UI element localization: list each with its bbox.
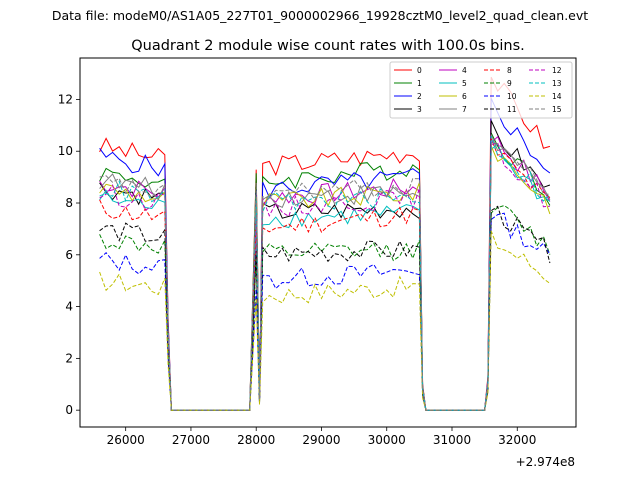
legend-label-11: 11 <box>507 105 517 114</box>
legend-label-12: 12 <box>552 66 562 75</box>
series-layer <box>99 76 551 411</box>
legend-box <box>389 61 573 119</box>
series-line-14 <box>99 230 551 411</box>
legend-label-3: 3 <box>417 105 422 114</box>
suptitle: Data file: modeM0/AS1A05_227T01_90000029… <box>52 8 588 23</box>
x-tick-label: 27000 <box>172 433 210 447</box>
legend-label-7: 7 <box>462 105 467 114</box>
legend-label-10: 10 <box>507 92 517 101</box>
series-line-15 <box>99 143 550 411</box>
x-offset-label: +2.974e8 <box>516 455 575 469</box>
chart-title: Quadrant 2 module wise count rates with … <box>131 38 525 54</box>
legend-label-2: 2 <box>417 92 422 101</box>
y-tick-label: 8 <box>65 196 73 210</box>
y-tick-label: 0 <box>65 403 73 417</box>
x-tick-label: 29000 <box>302 433 340 447</box>
x-tick-label: 28000 <box>237 433 275 447</box>
x-tick-label: 26000 <box>107 433 145 447</box>
legend-label-8: 8 <box>507 66 512 75</box>
y-axis: 0 2 4 6 8 10 12 <box>58 92 80 417</box>
legend-label-1: 1 <box>417 79 422 88</box>
legend-label-14: 14 <box>552 92 562 101</box>
y-tick-label: 12 <box>58 92 73 106</box>
x-tick-label: 30000 <box>368 433 406 447</box>
legend-label-6: 6 <box>462 92 467 101</box>
legend-label-9: 9 <box>507 79 512 88</box>
x-axis: 26000 27000 28000 29000 30000 31000 32000 <box>107 427 536 447</box>
series-line-10 <box>99 212 551 411</box>
legend-label-0: 0 <box>417 66 422 75</box>
y-tick-label: 2 <box>65 351 73 365</box>
y-tick-label: 4 <box>65 300 73 314</box>
x-tick-label: 31000 <box>433 433 471 447</box>
x-tick-label: 32000 <box>498 433 536 447</box>
plot-frame <box>79 57 577 428</box>
y-tick-label: 6 <box>65 248 73 262</box>
y-tick-label: 10 <box>58 144 73 158</box>
legend-label-13: 13 <box>552 79 562 88</box>
legend-label-15: 15 <box>552 105 562 114</box>
legend-label-5: 5 <box>462 79 467 88</box>
legend-label-4: 4 <box>462 66 467 75</box>
